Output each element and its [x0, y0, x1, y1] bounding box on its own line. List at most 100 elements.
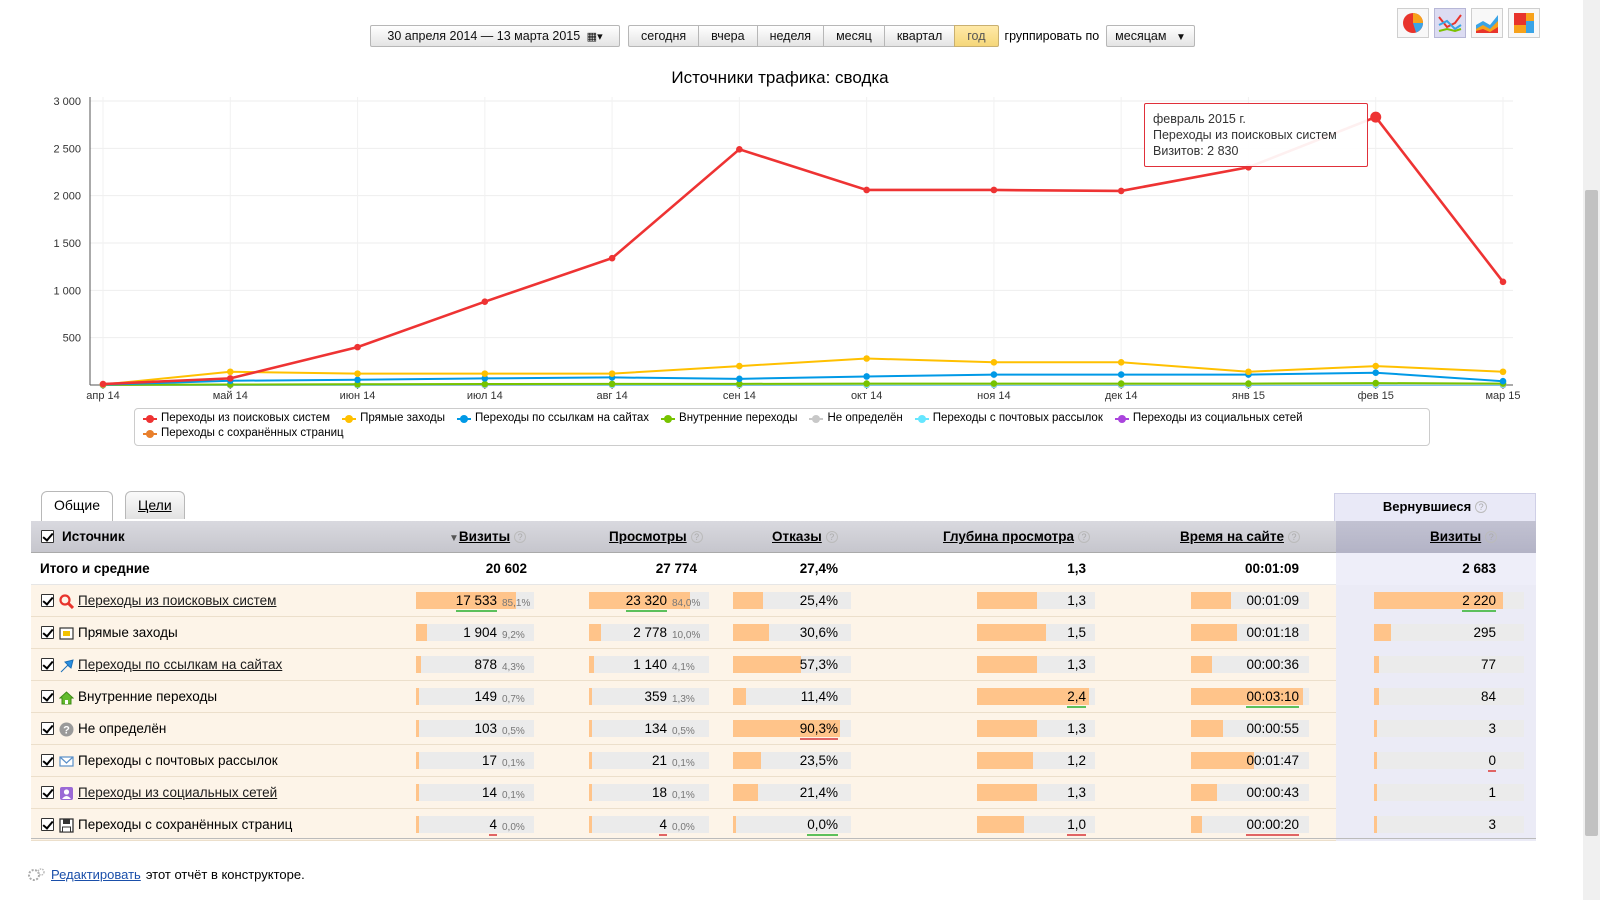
row-checkbox[interactable] [41, 626, 54, 639]
source-name[interactable]: Переходы по ссылкам на сайтах [78, 657, 283, 672]
row-checkbox[interactable] [41, 594, 54, 607]
sources-table: Источник ▼Визиты? Просмотры? Отказы? Глу… [31, 521, 1536, 841]
bounces-cell: 23,5% [761, 745, 838, 777]
col-time[interactable]: Время на сайте? [1180, 521, 1300, 553]
legend-item[interactable]: Прямые заходы [342, 412, 445, 425]
period-quarter-button[interactable]: квартал [883, 25, 956, 47]
scrollbar-thumb[interactable] [1585, 190, 1598, 836]
edit-report-link[interactable]: Редактировать [51, 867, 141, 882]
tab-general[interactable]: Общие [41, 491, 114, 521]
data-point [481, 370, 489, 377]
period-month-button[interactable]: месяц [823, 25, 885, 47]
time-bar [1191, 592, 1231, 609]
help-icon[interactable]: ? [514, 531, 527, 543]
direct-icon [59, 627, 74, 640]
returned-bar [1374, 784, 1377, 801]
treemap-button[interactable] [1508, 8, 1540, 38]
returned-bar [1374, 592, 1503, 609]
col-bounces[interactable]: Отказы? [772, 521, 838, 553]
col-bounces-label: Отказы [772, 529, 822, 544]
help-icon[interactable]: ? [1287, 531, 1300, 543]
legend-item[interactable]: Переходы по ссылкам на сайтах [457, 412, 649, 425]
row-checkbox[interactable] [41, 818, 54, 831]
traffic-line-chart: 3 000 2 500 2 000 1 500 1 000 500 апр 14 май 14… [53, 96, 1520, 402]
help-icon[interactable]: ? [1475, 501, 1488, 513]
row-checkbox[interactable] [41, 658, 54, 671]
area-chart-button[interactable] [1471, 8, 1503, 38]
table-row: ? Не определён 103 0,5% 134 0,5% 90,3% 1… [31, 713, 1536, 745]
period-yesterday-button[interactable]: вчера [698, 25, 758, 47]
visits-bar-track [416, 752, 534, 769]
select-all-checkbox[interactable] [41, 530, 54, 543]
source-name[interactable]: Переходы из социальных сетей [78, 785, 278, 800]
date-range-picker[interactable]: 30 апреля 2014 — 13 марта 2015 ▦▾ [370, 25, 620, 47]
legend-item[interactable]: Переходы с сохранённых страниц [143, 427, 344, 440]
search-icon [59, 594, 74, 609]
help-icon[interactable]: ? [690, 531, 703, 543]
depth-value: 1,3 [1067, 785, 1086, 800]
data-point [1245, 380, 1252, 387]
line-chart-button[interactable] [1434, 8, 1466, 38]
help-icon[interactable]: ? [1485, 531, 1498, 543]
time-value: 00:01:47 [1246, 753, 1299, 768]
period-today-button[interactable]: сегодня [628, 25, 700, 47]
visits-bar [416, 816, 419, 833]
row-checkbox[interactable] [41, 754, 54, 767]
tab-goals[interactable]: Цели [125, 491, 185, 519]
legend-item[interactable]: Переходы из социальных сетей [1114, 412, 1303, 425]
data-point [990, 380, 998, 387]
y-tick-label: 500 [63, 333, 81, 345]
pie-chart-button[interactable] [1397, 8, 1429, 38]
time-bar [1191, 720, 1223, 737]
legend-item[interactable]: Переходы из поисковых систем [143, 412, 330, 425]
visits-bar-track [416, 656, 534, 673]
legend-item[interactable]: Не определён [809, 412, 903, 425]
row-checkbox[interactable] [41, 786, 54, 799]
views-value: 1 140 [633, 657, 667, 672]
ret_visits-value: 3 [1488, 721, 1496, 736]
source-name[interactable]: Переходы из поисковых систем [78, 593, 277, 608]
col-views[interactable]: Просмотры? [609, 521, 703, 553]
data-point [354, 343, 361, 351]
visits-percent: 0,0% [502, 822, 525, 833]
depth-bar [977, 688, 1089, 705]
visits-value: 878 [474, 657, 497, 672]
legend-marker [457, 414, 472, 423]
data-point [608, 370, 616, 377]
views-percent: 4,1% [672, 662, 695, 673]
returned-bar-track [1374, 784, 1524, 801]
visits-percent: 0,7% [502, 694, 525, 705]
visits-bar [416, 656, 421, 673]
time-bar [1191, 816, 1202, 833]
vertical-scrollbar[interactable] [1583, 0, 1600, 900]
col-returned-visits[interactable]: Визиты? [1430, 521, 1498, 553]
col-depth[interactable]: Глубина просмотра? [943, 521, 1090, 553]
col-views-label: Просмотры [609, 529, 687, 544]
sort-desc-icon: ▼ [449, 533, 459, 544]
data-point [354, 376, 361, 384]
chart-title: Источники трафика: сводка [671, 68, 889, 87]
col-visits[interactable]: ▼Визиты? [449, 521, 527, 553]
period-year-button[interactable]: год [954, 25, 999, 47]
group-by-select[interactable]: месяцам ▼ [1106, 25, 1195, 47]
visits-bar-track [416, 688, 534, 705]
views-percent: 0,1% [672, 758, 695, 769]
period-week-button[interactable]: неделя [756, 25, 825, 47]
views-bar-track [589, 752, 709, 769]
row-checkbox[interactable] [41, 690, 54, 703]
views-cell: 23 320 [587, 585, 667, 617]
legend-item[interactable]: Внутренние переходы [661, 412, 797, 425]
depth-cell: 1,2 [1011, 745, 1086, 777]
visits-bar-track [416, 720, 534, 737]
views-cell: 1 140 [587, 649, 667, 681]
help-icon[interactable]: ? [825, 531, 838, 543]
visits-bar-track [416, 816, 534, 833]
visits-value: 1 904 [463, 625, 497, 640]
legend-marker [661, 414, 676, 423]
x-tick-label: май 14 [213, 390, 248, 402]
bounces-bar [733, 656, 801, 673]
views-value: 23 320 [625, 592, 667, 612]
legend-item[interactable]: Переходы с почтовых рассылок [914, 412, 1103, 425]
help-icon[interactable]: ? [1078, 531, 1090, 543]
row-checkbox[interactable] [41, 722, 54, 735]
